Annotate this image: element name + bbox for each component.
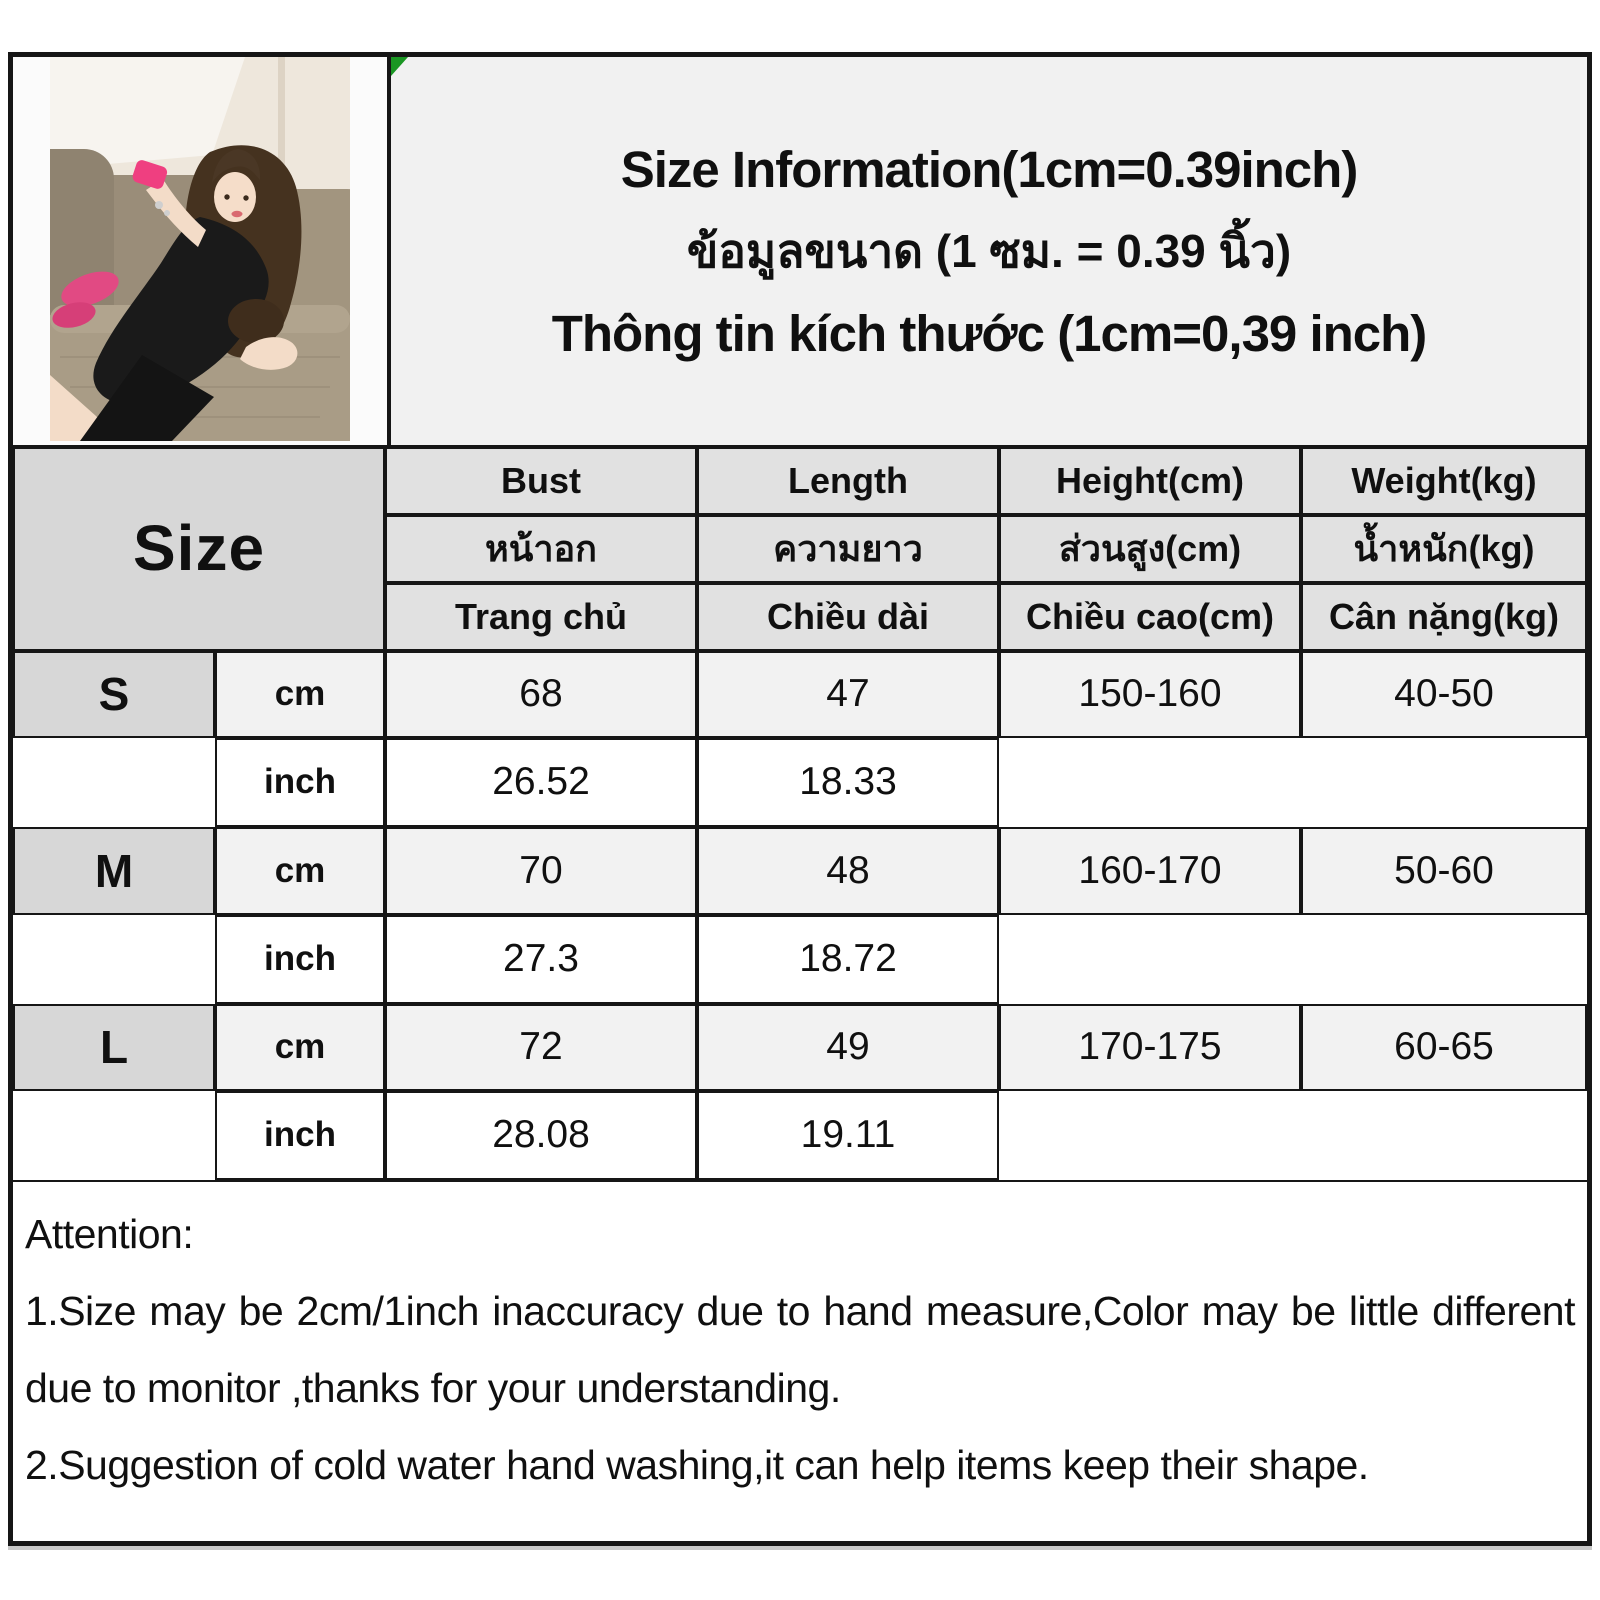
attention-note-2: 2.Suggestion of cold water hand washing,…: [25, 1442, 1369, 1489]
l-weight-range: 60-65: [1301, 1004, 1587, 1091]
s-length-cm: 47: [697, 651, 999, 738]
col-header-weight-vi: Cân nặng(kg): [1301, 583, 1587, 651]
col-header-height-th: ส่วนสูง(cm): [999, 515, 1301, 583]
l-height-range: 170-175: [999, 1004, 1301, 1091]
m-length-inch: 18.72: [697, 915, 999, 1004]
unit-inch-l: inch: [215, 1091, 385, 1180]
unit-cm-s: cm: [215, 651, 385, 738]
size-chart-sheet: Size Information(1cm=0.39inch) ข้อมูลขนา…: [8, 52, 1592, 1546]
col-header-weight-en: Weight(kg): [1301, 447, 1587, 515]
col-header-bust-th: หน้าอก: [385, 515, 697, 583]
attention-section: Attention: 1.Size may be 2cm/1inch inacc…: [13, 1180, 1587, 1544]
col-header-bust-vi: Trang chủ: [385, 583, 697, 651]
s-length-inch: 18.33: [697, 738, 999, 827]
attention-note-1: 1.Size may be 2cm/1inch inaccuracy due t…: [25, 1288, 1576, 1412]
attention-heading: Attention:: [25, 1211, 194, 1257]
product-photo-cell: [13, 57, 391, 445]
col-header-weight-th: น้ำหนัก(kg): [1301, 515, 1587, 583]
size-label-s: S: [13, 651, 215, 738]
col-header-length-vi: Chiều dài: [697, 583, 999, 651]
s-bust-cm: 68: [385, 651, 697, 738]
l-bust-inch: 28.08: [385, 1091, 697, 1180]
m-length-cm: 48: [697, 827, 999, 915]
top-section: Size Information(1cm=0.39inch) ข้อมูลขนา…: [13, 57, 1587, 447]
product-photo: [50, 57, 350, 441]
unit-cm-m: cm: [215, 827, 385, 915]
l-length-inch: 19.11: [697, 1091, 999, 1180]
title-vietnamese: Thông tin kích thước (1cm=0,39 inch): [551, 304, 1428, 362]
size-header-cell: Size: [13, 447, 385, 651]
title-english: Size Information(1cm=0.39inch): [620, 140, 1359, 198]
col-header-bust-en: Bust: [385, 447, 697, 515]
size-table: Size Bust Length Height(cm) Weight(kg) ห…: [13, 447, 1587, 1180]
col-header-length-en: Length: [697, 447, 999, 515]
green-corner-flag-icon: [391, 57, 408, 76]
l-bust-cm: 72: [385, 1004, 697, 1091]
title-cell: Size Information(1cm=0.39inch) ข้อมูลขนา…: [391, 57, 1587, 445]
m-bust-inch: 27.3: [385, 915, 697, 1004]
l-length-cm: 49: [697, 1004, 999, 1091]
s-weight-range: 40-50: [1301, 651, 1587, 738]
m-height-range: 160-170: [999, 827, 1301, 915]
size-label-m: M: [13, 827, 215, 915]
unit-cm-l: cm: [215, 1004, 385, 1091]
unit-inch-m: inch: [215, 915, 385, 1004]
m-weight-range: 50-60: [1301, 827, 1587, 915]
col-header-height-en: Height(cm): [999, 447, 1301, 515]
col-header-length-th: ความยาว: [697, 515, 999, 583]
size-label-l: L: [13, 1004, 215, 1091]
col-header-height-vi: Chiều cao(cm): [999, 583, 1301, 651]
unit-inch-s: inch: [215, 738, 385, 827]
m-bust-cm: 70: [385, 827, 697, 915]
title-thai: ข้อมูลขนาด (1 ซม. = 0.39 นิ้ว): [686, 224, 1292, 277]
s-bust-inch: 26.52: [385, 738, 697, 827]
s-height-range: 150-160: [999, 651, 1301, 738]
